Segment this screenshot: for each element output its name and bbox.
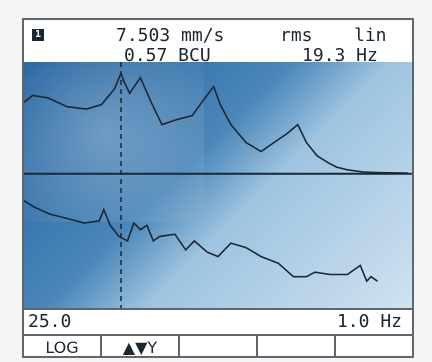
spectrum-plot[interactable] [24,62,412,308]
scale-label: lin [354,25,387,46]
spectrum-trace-upper [24,70,408,174]
amplitude-readout: 7.503 mm/s [116,25,225,46]
analyzer-screen: 1 7.503 mm/s rms lin 0.57 BCU 19.3 Hz 25… [22,18,414,358]
frequency-readout: 19.3 Hz [302,45,378,66]
bcu-readout: 0.57 BCU [124,45,211,66]
softkey-bar: LOG ▲▼Y [24,334,412,356]
softkey-4[interactable] [258,336,336,356]
softkey-5[interactable] [336,336,412,356]
axis-value-bar: 25.0 1.0 Hz [24,308,412,334]
rms-mode-label: rms [280,25,313,46]
start-value: 25.0 [28,311,72,332]
resolution-value: 1.0 Hz [336,311,402,332]
screen-number-badge: 1 [32,29,44,41]
softkey-3[interactable] [180,336,258,356]
softkey-log[interactable]: LOG [24,336,102,356]
softkey-y-scale[interactable]: ▲▼Y [102,336,180,356]
readout-header: 1 7.503 mm/s rms lin 0.57 BCU 19.3 Hz [24,20,412,72]
spectrum-svg [24,62,412,308]
spectrum-trace-lower [24,200,378,283]
